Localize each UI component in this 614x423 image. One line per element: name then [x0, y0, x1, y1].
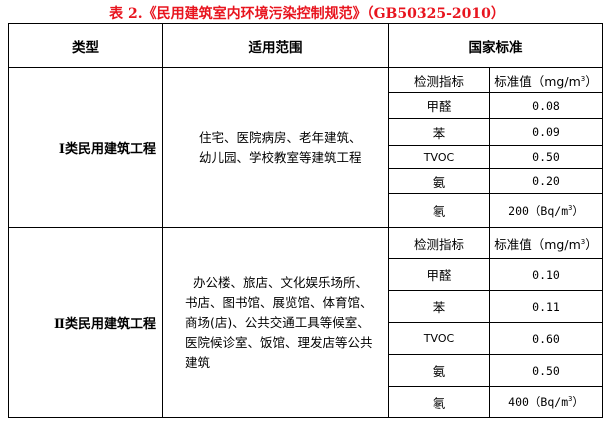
indicator: TVOC: [388, 322, 490, 355]
table-row: 氨 0.20: [9, 168, 603, 194]
indicator: 苯: [388, 290, 490, 323]
value: 0.11: [489, 290, 603, 323]
indicator-header: 检测指标: [388, 227, 490, 259]
type-cell: Ⅰ类民用建筑工程: [8, 67, 163, 228]
header-standard: 国家标准: [388, 23, 603, 68]
scope-line: 商场(店)、公共交通工具等候室、: [185, 314, 370, 330]
header-row: 类型 适用范围 国家标准: [8, 23, 603, 68]
indicator-header: 检测指标: [388, 67, 490, 93]
scope-cell: 住宅、医院病房、老年建筑、 幼儿园、学校教室等建筑工程: [162, 67, 389, 228]
header-scope: 适用范围: [162, 23, 389, 68]
type-cell: Ⅱ类民用建筑工程: [8, 227, 163, 418]
scope-line: 幼儿园、学校教室等建筑工程: [199, 149, 362, 165]
table-row: 苯 0.11: [9, 290, 603, 323]
table-title: 表 2.《民用建筑室内环境污染控制规范》（GB50325-2010）: [109, 6, 505, 22]
value: 0.60: [489, 322, 603, 355]
scope-line: 书店、图书馆、展览馆、体育馆、: [185, 294, 373, 310]
value: 0.08: [489, 92, 603, 119]
indicator: 氨: [388, 168, 490, 194]
table-row: 氡 400（Bq/m3）: [9, 386, 603, 418]
header-type: 类型: [8, 23, 163, 68]
standards-table: 类型 适用范围 国家标准 Ⅰ类民用建筑工程 住宅、医院病房、老年建筑、 幼儿园、学…: [8, 23, 603, 418]
table-row: 氨 0.50: [9, 354, 603, 387]
value: 0.20: [489, 168, 603, 194]
indicator: TVOC: [388, 145, 490, 169]
scope-line: 建筑: [185, 354, 211, 370]
table-row: 氡 200（Bq/m3）: [9, 193, 603, 228]
scope-line: 住宅、医院病房、老年建筑、: [199, 129, 362, 145]
scope-line: 医院候诊室、饭馆、理发店等公共: [185, 334, 373, 350]
value: 0.50: [489, 145, 603, 169]
indicator: 氨: [388, 354, 490, 387]
table-row: 甲醛 0.10: [9, 258, 603, 291]
indicator: 氡: [388, 193, 490, 228]
value-header: 标准值（mg/m3）: [489, 67, 603, 93]
sub-header-row: Ⅱ类民用建筑工程 办公楼、旅店、文化娱乐场所、 书店、图书馆、展览馆、体育馆、 …: [8, 227, 603, 418]
scope-line: 办公楼、旅店、文化娱乐场所、: [193, 274, 369, 290]
value-header: 标准值（mg/m3）: [489, 227, 603, 259]
sub-header-row: Ⅰ类民用建筑工程 住宅、医院病房、老年建筑、 幼儿园、学校教室等建筑工程 检测指标…: [8, 67, 603, 228]
table-row: TVOC 0.50: [9, 145, 603, 169]
table-row: 甲醛 0.08: [9, 92, 603, 119]
indicator: 苯: [388, 118, 490, 146]
indicator: 甲醛: [388, 92, 490, 119]
value: 0.09: [489, 118, 603, 146]
indicator: 氡: [388, 386, 490, 418]
indicator: 甲醛: [388, 258, 490, 291]
value: 400（Bq/m3）: [489, 386, 603, 418]
scope-cell: 办公楼、旅店、文化娱乐场所、 书店、图书馆、展览馆、体育馆、 商场(店)、公共交…: [162, 227, 389, 418]
value: 0.10: [489, 258, 603, 291]
value: 0.50: [489, 354, 603, 387]
value: 200（Bq/m3）: [489, 193, 603, 228]
table-row: TVOC 0.60: [9, 322, 603, 355]
